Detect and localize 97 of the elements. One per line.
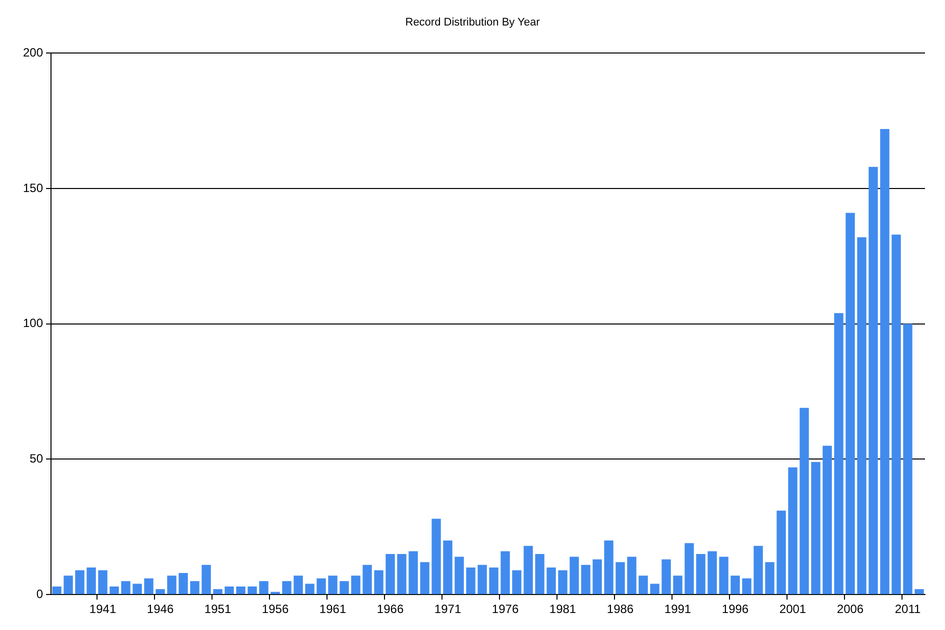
bar xyxy=(754,546,763,594)
bar xyxy=(857,237,866,594)
bar xyxy=(362,564,372,594)
x-tick-label: 1981 xyxy=(549,602,576,616)
x-tick-label: 1956 xyxy=(262,602,289,616)
bar xyxy=(236,586,246,594)
bar xyxy=(351,576,360,594)
bar xyxy=(121,581,130,594)
bar xyxy=(822,446,832,594)
bar xyxy=(708,551,717,594)
bar xyxy=(914,589,924,594)
bar xyxy=(765,562,774,594)
bar xyxy=(270,592,280,594)
y-tick-label: 100 xyxy=(22,316,44,330)
bar xyxy=(592,559,602,594)
bar xyxy=(846,212,855,594)
bar xyxy=(110,586,119,594)
bar xyxy=(489,568,498,594)
x-tick-label: 1976 xyxy=(492,602,519,616)
bar xyxy=(259,581,268,594)
bar xyxy=(903,324,912,594)
x-tick-label: 1941 xyxy=(89,602,116,616)
bar xyxy=(524,546,533,594)
bar xyxy=(880,128,890,594)
chart-title: Record Distribution By Year xyxy=(405,16,540,29)
bar xyxy=(305,584,314,594)
bar xyxy=(98,570,108,594)
bar xyxy=(432,518,441,594)
bar xyxy=(52,586,62,594)
x-tick-label: 1951 xyxy=(204,602,232,616)
x-tick-label: 1991 xyxy=(664,602,692,616)
bar xyxy=(466,568,476,594)
bar xyxy=(581,564,590,594)
x-tick-label: 1971 xyxy=(434,602,462,616)
bar xyxy=(684,543,694,594)
y-tick-label: 200 xyxy=(22,46,44,60)
bar xyxy=(178,572,188,594)
bar xyxy=(86,568,96,594)
bar xyxy=(478,564,487,594)
bar xyxy=(627,556,636,594)
bar xyxy=(374,570,384,594)
bar xyxy=(719,556,728,594)
bar xyxy=(282,581,292,594)
bar xyxy=(328,576,338,594)
bar xyxy=(144,578,154,594)
bar xyxy=(75,570,84,594)
bar xyxy=(213,589,222,594)
bar xyxy=(800,408,809,594)
bar xyxy=(408,551,418,594)
bar xyxy=(397,554,406,594)
bar xyxy=(535,554,544,594)
bar xyxy=(156,589,165,594)
x-tick-label: 1946 xyxy=(146,602,174,616)
bar xyxy=(650,584,660,594)
bar xyxy=(811,462,820,594)
x-tick-label: 2011 xyxy=(894,602,921,616)
y-tick-label: 150 xyxy=(22,180,44,195)
bar xyxy=(616,562,625,594)
bar xyxy=(500,551,510,594)
bar xyxy=(340,581,349,594)
bar xyxy=(64,576,73,594)
bar xyxy=(386,554,395,594)
bar xyxy=(638,576,648,594)
x-tick-label: 1986 xyxy=(606,602,634,616)
bar xyxy=(696,554,706,594)
bar xyxy=(190,581,200,594)
bar xyxy=(294,576,303,594)
bar xyxy=(662,559,671,594)
bar xyxy=(892,234,901,594)
x-tick-label: 1996 xyxy=(722,602,749,616)
bar xyxy=(420,562,430,594)
x-tick-label: 2001 xyxy=(779,602,806,616)
bar xyxy=(604,540,614,594)
bar xyxy=(248,586,257,594)
bar xyxy=(454,556,464,594)
bar xyxy=(443,540,452,594)
x-tick-label: 1961 xyxy=(319,602,346,616)
bar xyxy=(512,570,522,594)
bar xyxy=(742,578,752,594)
bar xyxy=(673,576,682,594)
bar xyxy=(558,570,568,594)
bar xyxy=(788,467,798,594)
y-tick-label: 0 xyxy=(36,586,44,601)
bar xyxy=(570,556,579,594)
bar xyxy=(224,586,234,594)
x-tick-label: 2006 xyxy=(836,602,864,616)
bar xyxy=(546,568,556,594)
bar xyxy=(132,584,142,594)
x-tick-label: 1966 xyxy=(376,602,404,616)
bar xyxy=(316,578,326,594)
bar xyxy=(730,576,740,594)
bar xyxy=(868,166,878,594)
bar xyxy=(776,510,786,594)
bar xyxy=(167,576,176,594)
bar xyxy=(834,313,844,594)
y-tick-label: 50 xyxy=(30,452,44,466)
bar xyxy=(202,564,211,594)
